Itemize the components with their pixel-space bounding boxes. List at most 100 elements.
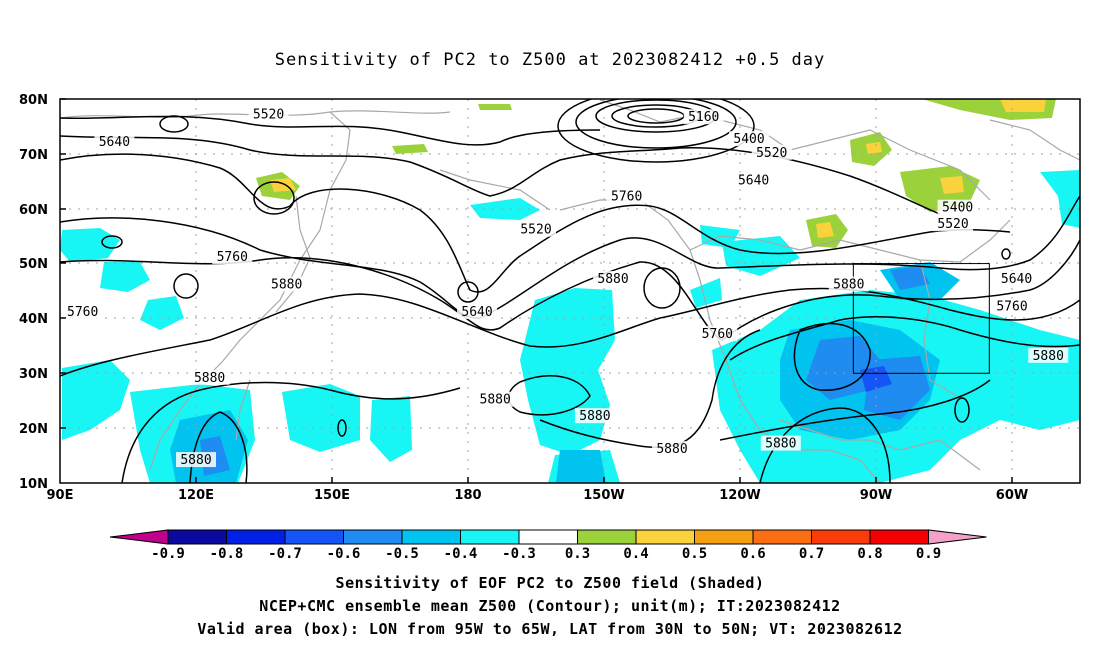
caption-line-2: NCEP+CMC ensemble mean Z500 (Contour); u… [259,597,841,615]
colorbar-tick-label: 0.3 [565,546,590,562]
contour-label: 5520 [933,216,974,232]
contour-label-text: 5880 [271,278,302,293]
contour-label-text: 5760 [996,299,1027,314]
contour-label-text: 5400 [942,201,973,216]
latitude-labels: 80N 70N 60N 50N 40N 30N 20N 10N [19,93,48,492]
contour-label: 5880 [176,452,216,468]
lon-label: 180 [454,488,481,503]
contour-label: 5880 [593,271,634,287]
contour-label-text: 5640 [738,173,769,188]
colorbar-tick-label: -0.6 [327,546,361,562]
contour-label: 5760 [992,298,1032,314]
map-title: Sensitivity of PC2 to Z500 at 2023082412… [274,50,826,70]
colorbar-tick-label: 0.5 [682,546,707,562]
colorbar-swatch [577,529,637,545]
contour-label-text: 5880 [480,393,511,408]
colorbar-tick-label: 0.7 [799,546,824,562]
colorbar-swatch [226,529,286,545]
contour-label-text: 5640 [99,135,130,150]
caption-line-3: Valid area (box): LON from 95W to 65W, L… [197,620,903,638]
colorbar-min-arrow [109,529,169,545]
contour-label: 5880 [574,408,615,424]
lon-label: 120E [178,488,214,503]
lat-label: 50N [19,257,48,272]
valid-area-box [852,263,990,374]
contour-label: 5760 [62,303,103,320]
contour-label: 5880 [760,435,801,452]
lon-label: 150E [314,488,350,503]
colorbar-swatch [167,529,227,545]
contour-label-text: 5880 [597,272,628,287]
z500-contours [60,115,1080,483]
lon-label: 150W [583,488,624,503]
contour-labels: 5520564051605400552056405760552054005520… [62,106,1069,468]
lat-label: 10N [19,477,48,492]
colorbar-tick-label: 0.9 [916,546,941,562]
colorbar-swatch [694,529,754,545]
contour-label-text: 5520 [253,107,284,122]
contour-label: 5400 [937,199,978,216]
colorbar-max-arrow [928,529,987,545]
contour-label: 5880 [189,369,230,386]
contour-label-text: 5880 [194,371,225,386]
contour-label-text: 5880 [833,278,864,293]
lat-label: 60N [19,203,48,218]
colorbar-swatch [869,529,929,545]
lat-label: 70N [19,148,48,163]
colorbar: -0.9 -0.8 -0.7 -0.6 -0.5 -0.4 -0.3 0.3 0.4 0.5 0.6… [109,529,987,562]
colorbar-swatch [401,529,461,545]
contour-label-text: 5160 [688,110,719,125]
contour-label-text: 5520 [520,223,551,238]
colorbar-swatch [752,529,812,545]
contour-label-text: 5880 [656,442,687,457]
contour-label: 5160 [683,109,724,125]
colorbar-tick-label: -0.5 [385,546,419,562]
contour-label-text: 5400 [733,132,764,147]
colorbar-swatch [343,529,403,545]
contour-label-text: 5880 [765,437,796,452]
lat-label: 40N [19,312,48,327]
contour-label: 5640 [733,172,774,188]
contour-label: 5880 [1028,347,1069,364]
lat-label: 20N [19,422,48,437]
contour-label-text: 5520 [756,146,787,161]
colorbar-tick-label: -0.3 [502,546,536,562]
colorbar-tick-label: 0.8 [857,546,882,562]
contour-label: 5760 [697,325,738,342]
colorbar-tick-label: 0.6 [740,546,765,562]
lon-label: 120W [719,488,760,503]
lon-label: 90W [860,488,892,503]
contour-label-text: 5640 [461,305,492,320]
contour-label-text: 5880 [579,409,610,424]
colorbar-swatch [518,529,578,545]
contour-label: 5520 [751,144,792,161]
contour-label: 5520 [516,221,556,238]
lon-label: 60W [996,488,1028,503]
contour-label: 5640 [996,271,1037,287]
contour-label: 5640 [94,133,135,150]
lat-label: 30N [19,367,48,382]
contour-label: 5760 [606,188,647,205]
colorbar-tick-label: -0.8 [210,546,244,562]
contour-label: 5400 [729,131,770,147]
contour-label-text: 5520 [937,217,968,232]
contour-label-text: 5760 [702,327,733,342]
contour-label: 5640 [457,303,498,320]
contour-label: 5520 [248,106,289,122]
colorbar-tick-label: -0.9 [151,546,185,562]
colorbar-swatch [635,529,695,545]
colorbar-swatch [284,529,344,545]
contour-label-text: 5760 [67,305,98,320]
gridlines [60,99,1080,483]
contour-label: 5880 [475,391,516,408]
contour-label: 5880 [652,441,692,457]
contour-label-text: 5760 [217,250,248,265]
contour-label: 5880 [266,276,307,293]
colorbar-tick-label: -0.7 [268,546,302,562]
longitude-labels: 90E 120E 150E 180 150W 120W 90W 60W [47,488,1029,503]
axis-ticks [60,98,1013,483]
sensitivity-shading [60,99,1080,483]
colorbar-swatch [811,529,871,545]
contour-label: 5760 [212,249,253,265]
